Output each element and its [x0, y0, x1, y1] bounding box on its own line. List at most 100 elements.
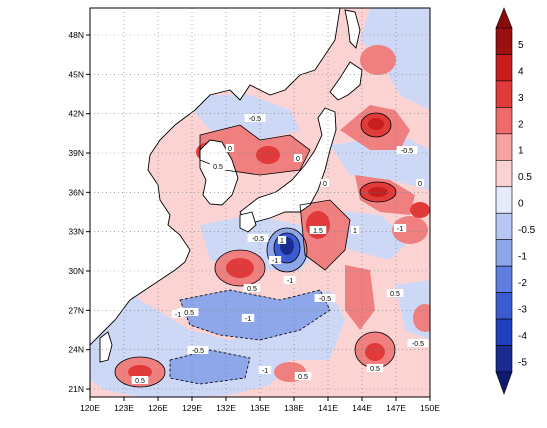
colorbar-label: 0.5 [518, 172, 532, 183]
colorbar-segment [495, 318, 513, 346]
contour-label-bg [187, 346, 209, 354]
lon-tick-label: 123E [114, 403, 134, 413]
land-taiwan [99, 331, 113, 363]
positive-region [392, 216, 428, 244]
negative-region [180, 95, 300, 140]
colorbar-bottom-arrow [495, 371, 513, 395]
lat-tick-label: 45N [68, 69, 84, 79]
contour-label: 0.5 [135, 378, 145, 385]
contour-label: -1 [397, 226, 403, 233]
lat-tick-label: 36N [68, 187, 84, 197]
contour-label-bg [309, 226, 327, 234]
lat-tick-label: 33N [68, 227, 84, 237]
land-korea [199, 139, 239, 206]
colorbar-segment [495, 160, 513, 188]
contour-label-bg [277, 236, 287, 244]
contour-label-bg [171, 310, 185, 318]
contour-label: 0 [228, 146, 232, 153]
contour-label-bg [314, 294, 336, 302]
land-sakhalin [344, 9, 361, 49]
contour-label: 0.5 [390, 291, 400, 298]
contour-label: -1 [245, 316, 251, 323]
colorbar-segment [495, 345, 513, 373]
contour-label-bg [293, 154, 303, 162]
lat-tick-label: 39N [68, 148, 84, 158]
colorbar-segment [495, 80, 513, 108]
land-asian-mainland [90, 8, 341, 346]
positive-region [360, 45, 396, 75]
contour-label: -0.5 [252, 236, 264, 243]
contour-label-bg [407, 339, 429, 347]
lat-tick-label: 24N [68, 345, 84, 355]
contour-label-bg [396, 146, 418, 154]
contour-label: -1 [287, 278, 293, 285]
colorbar-label: -3 [518, 304, 527, 315]
contour-label-bg [268, 256, 282, 264]
colorbar-label: 3 [518, 93, 524, 104]
colorbar: 5 4 3 2 1 0.5 0 -0.5 -1 -2 -3 -4 -5 [495, 7, 536, 395]
lon-tick-label: 132E [216, 403, 236, 413]
contour-label-bg [225, 144, 235, 152]
lon-tick-label: 138E [284, 403, 304, 413]
colorbar-label: 2 [518, 119, 524, 130]
land-kyushu [239, 211, 257, 233]
colorbar-segment [495, 265, 513, 293]
contour-label-bg [415, 179, 425, 187]
colorbar-label: 5 [518, 40, 524, 51]
lon-tick-label: 120E [80, 403, 100, 413]
contour-label-bg [247, 234, 269, 242]
negative-region [330, 210, 410, 260]
contour-label-bg [294, 372, 312, 380]
contour-labels: 000.5-0.5-1-1-0.50.511.5-1-0.50.5-10.5-0… [131, 114, 429, 385]
contour-label-bg [131, 376, 149, 384]
contour-label: -0.5 [319, 296, 331, 303]
gridlines [90, 8, 430, 397]
lon-tick-label: 135E [250, 403, 270, 413]
latitude-axis-labels: 21N 24N 27N 30N 33N 36N 39N 42N 45N 48N [68, 30, 90, 394]
positive-region [365, 343, 385, 361]
contour-label-bg [177, 308, 199, 316]
contour-label-bg [283, 276, 297, 284]
lat-tick-label: 27N [68, 305, 84, 315]
contour-label: -1 [175, 312, 181, 319]
contour-label-bg [350, 226, 360, 234]
contour-label-bg [366, 364, 384, 372]
contour-label: -0.5 [182, 310, 194, 317]
colorbar-segment [495, 212, 513, 240]
contour-label: -0.5 [192, 348, 204, 355]
contour-label-bg [244, 114, 266, 122]
anomaly-field [90, 8, 430, 397]
positive-region [226, 258, 254, 278]
colorbar-label: 0 [518, 199, 524, 210]
contour-label-bg [243, 284, 261, 292]
colorbar-segment [495, 133, 513, 161]
lat-tick-label: 30N [68, 266, 84, 276]
lon-tick-label: 126E [148, 403, 168, 413]
lon-tick-label: 141E [318, 403, 338, 413]
lat-tick-label: 21N [68, 384, 84, 394]
contour-label: 0.5 [213, 164, 223, 171]
lon-tick-label: 129E [182, 403, 202, 413]
contour-label: 0 [418, 181, 422, 188]
contour-label: 0 [296, 156, 300, 163]
contour-label-bg [320, 179, 330, 187]
contour-label: 0.5 [298, 374, 308, 381]
positive-region [413, 304, 430, 332]
contour-label: -0.5 [401, 148, 413, 155]
lat-tick-label: 48N [68, 30, 84, 40]
contour-label: -1 [262, 368, 268, 375]
contour-label: -0.5 [249, 116, 261, 123]
colorbar-segment [495, 27, 513, 55]
colorbar-segment [495, 107, 513, 135]
positive-region [368, 118, 384, 130]
lat-tick-label: 42N [68, 109, 84, 119]
contour-label-bg [241, 314, 255, 322]
colorbar-segment [495, 292, 513, 320]
contour-label: -0.5 [412, 341, 424, 348]
colorbar-label: -5 [518, 357, 527, 368]
colorbar-top-arrow [495, 7, 513, 29]
contour-lines [114, 112, 397, 388]
lon-tick-label: 150E [420, 403, 440, 413]
